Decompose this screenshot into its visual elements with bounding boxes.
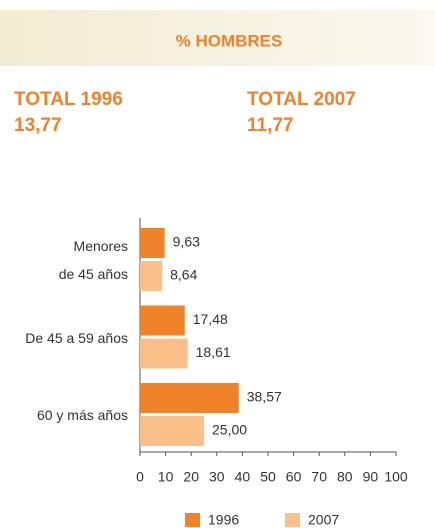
x-tick-label: 20 (183, 469, 199, 485)
bar (140, 416, 204, 446)
category-label: De 45 a 59 años (25, 329, 128, 346)
value-label: 8,64 (170, 267, 197, 283)
bar (140, 338, 188, 369)
header-band (0, 10, 435, 66)
x-tick-label: 60 (286, 469, 302, 485)
category-label: 60 y más años (36, 407, 128, 423)
legend-swatch (185, 513, 200, 527)
x-tick-label: 70 (311, 469, 327, 485)
value-label: 38,57 (247, 389, 282, 405)
x-tick-label: 10 (158, 469, 174, 485)
legend-swatch (285, 513, 300, 527)
header-title: % HOMBRES (176, 31, 283, 50)
legend-label: 2007 (308, 512, 339, 528)
total-label: TOTAL 1996 (14, 89, 123, 110)
x-tick-label: 0 (136, 469, 144, 485)
value-label: 25,00 (212, 422, 247, 438)
legend-label: 1996 (208, 512, 239, 528)
bar (140, 261, 163, 291)
x-tick-label: 90 (363, 469, 379, 485)
value-label: 17,48 (193, 311, 228, 327)
value-label: 9,63 (173, 234, 200, 250)
x-tick-label: 30 (209, 469, 225, 485)
x-tick-label: 40 (235, 469, 251, 485)
x-tick-label: 50 (260, 469, 276, 485)
total-label: TOTAL 2007 (247, 89, 356, 110)
x-tick-label: 100 (384, 469, 408, 485)
category-label: Menores de 45 años (58, 238, 128, 282)
bar (140, 228, 165, 258)
total-value: 11,77 (247, 115, 294, 136)
x-tick-label: 80 (337, 469, 353, 485)
total-value: 13,77 (14, 115, 62, 136)
bar (140, 305, 185, 336)
value-label: 18,61 (196, 344, 231, 360)
bar (140, 383, 239, 413)
